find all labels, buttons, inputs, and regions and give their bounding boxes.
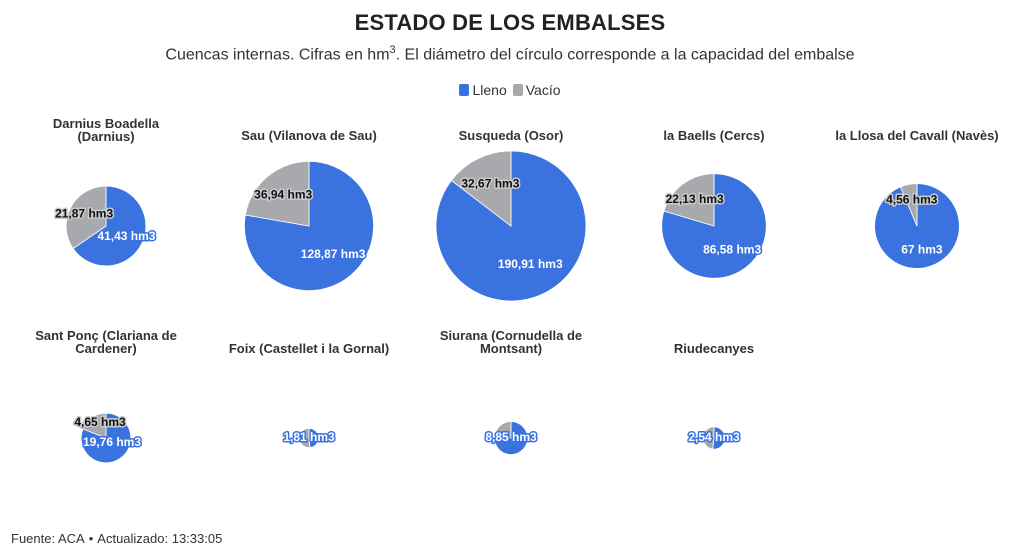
pie-chart: Darnius Boadella(Darnius) 41,43 hm3 21,87 … [53, 116, 160, 267]
data-label-lleno: 86,58 hm3 [703, 243, 761, 257]
data-label-vacio: 4,56 hm3 [886, 192, 938, 206]
reservoir-name: la Llosa del Cavall (Navès) [835, 128, 998, 143]
reservoir-name: Montsant) [480, 341, 542, 356]
pie-chart: Foix (Castellet i la Gornal) 1,81 hm3 [229, 341, 389, 449]
slice-vacio[interactable] [298, 427, 311, 449]
data-label-vacio: 21,87 hm3 [55, 207, 113, 221]
reservoir-name: Sant Ponç (Clariana de [35, 328, 177, 343]
pie-chart: Riudecanyes 2,54 hm3 [674, 341, 754, 450]
reservoir-name: la Baells (Cercs) [663, 128, 764, 143]
slice-lleno[interactable] [308, 427, 320, 449]
slice-vacio[interactable] [65, 185, 107, 250]
data-label-lleno: 8,85 hm3 [485, 430, 537, 444]
chart-title: ESTADO DE LOS EMBALSES [354, 10, 666, 35]
slice-vacio[interactable] [450, 150, 512, 227]
reservoir-name: Foix (Castellet i la Gornal) [229, 341, 389, 356]
data-label-vacio: 22,13 hm3 [666, 192, 724, 206]
data-label-vacio: 36,94 hm3 [254, 188, 312, 202]
reservoir-name: Cardener) [75, 341, 136, 356]
legend-item-lleno[interactable]: Lleno [459, 82, 507, 98]
slice-vacio[interactable] [663, 173, 715, 227]
legend-label-vacio: Vacío [525, 82, 561, 98]
subtitle-text: Cuencas internas. Cifras en hm [165, 46, 390, 64]
pie-chart: la Baells (Cercs) 86,58 hm3 22,13 hm3 [661, 128, 767, 279]
reservoir-name: Sau (Vilanova de Sau) [241, 128, 377, 143]
slice-lleno[interactable] [712, 426, 726, 450]
pie-chart: Sau (Vilanova de Sau) 128,87 hm3 36,94 hm3 [241, 128, 377, 291]
slice-vacio[interactable] [702, 426, 715, 450]
legend-swatch-vacio [512, 84, 523, 96]
footer: Fuente: ACA • Actualizado: 13:33:05 [11, 531, 222, 546]
data-label-lleno: 1,81 hm3 [283, 430, 335, 444]
reservoir-name: Darnius Boadella [53, 116, 160, 131]
subtitle-text-rest: . El diámetro del círculo corresponde a … [395, 46, 855, 64]
data-label-lleno: 2,54 hm3 [688, 430, 740, 444]
slice-lleno[interactable] [874, 183, 960, 269]
data-label-lleno: 67 hm3 [901, 242, 943, 256]
slice-vacio[interactable] [899, 183, 918, 227]
footer-updated: Actualizado: 13:33:05 [97, 531, 223, 546]
reservoir-name: Susqueda (Osor) [459, 128, 564, 143]
legend-swatch-lleno [459, 84, 470, 96]
legend-label-lleno: Lleno [472, 82, 507, 98]
pie-chart: Susqueda (Osor) 190,91 hm3 32,67 hm3 [435, 128, 587, 302]
legend: Lleno Vacío [0, 82, 1020, 98]
legend-item-vacio[interactable]: Vacío [512, 82, 561, 98]
data-label-lleno: 128,87 hm3 [301, 247, 366, 261]
footer-separator: • [88, 531, 94, 546]
data-label-vacio: 32,67 hm3 [461, 176, 519, 190]
data-label-lleno: 190,91 hm3 [498, 257, 563, 271]
reservoir-name: Siurana (Cornudella de [440, 328, 582, 343]
slice-lleno[interactable] [494, 421, 528, 455]
footer-source: Fuente: ACA [11, 531, 85, 546]
slice-vacio[interactable] [244, 161, 310, 227]
reservoir-name: (Darnius) [77, 129, 134, 144]
reservoir-name: Riudecanyes [674, 341, 754, 356]
data-label-lleno: 19,76 hm3 [83, 435, 141, 449]
slice-lleno[interactable] [72, 185, 147, 267]
slice-lleno[interactable] [244, 161, 374, 291]
chart-subtitle: Cuencas internas. Cifras en hm3. El diám… [0, 44, 1020, 64]
data-label-vacio: 4,65 hm3 [74, 415, 126, 429]
slice-vacio[interactable] [495, 421, 512, 439]
data-label-lleno: 41,43 hm3 [97, 229, 155, 243]
subtitle-superscript: 3 [389, 44, 396, 56]
pie-chart: la Llosa del Cavall (Navès) 67 hm3 4,56 hm… [835, 128, 999, 269]
slice-vacio[interactable] [82, 412, 107, 439]
